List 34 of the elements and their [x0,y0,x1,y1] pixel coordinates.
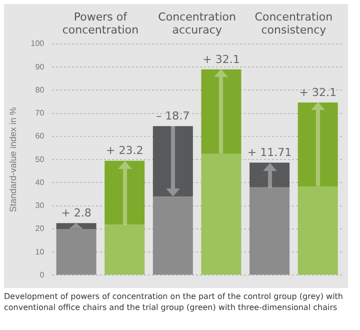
bar [104,224,145,275]
bar [250,187,290,275]
bar [298,102,338,187]
bar [201,69,242,154]
y-tick-label: 50 [35,154,45,164]
annotation: + 23.2 [106,144,144,158]
bar [104,160,145,225]
text: Development of powers of concentration on the part of the control group (grey) with conventional office chairs and the trial group (green) with three-dimensional chairs [4,291,344,313]
bar [152,196,193,275]
bar [152,126,193,197]
y-tick-label: 70 [35,108,45,118]
annotation: + 11.71 [247,146,292,159]
y-tick-label: 60 [35,132,45,141]
bar [56,228,96,275]
annotation: + 2.8 [61,206,92,220]
bar [298,186,338,275]
y-axis-title: Standard-value index in % [8,107,18,212]
bar [56,223,96,229]
y-tick-label: 80 [35,85,45,94]
bar [201,154,242,275]
annotation: + 32.1 [202,52,240,66]
x-tick-label: Concentration consistency [254,10,333,36]
annotation: + 32.1 [299,86,336,99]
y-tick-label: 0 [40,270,45,280]
y-tick-label: 90 [35,62,45,72]
x-tick-label: Powers of concentration [62,10,139,36]
y-tick-label: 10 [35,247,45,256]
y-tick-label: 100 [30,39,45,48]
annotation: – 18.7 [156,109,190,122]
y-tick-label: 30 [35,201,45,210]
y-tick-label: 20 [35,224,45,234]
y-tick-label: 40 [35,178,45,187]
x-tick-label: Concentration accuracy [158,10,236,36]
bar [250,162,290,188]
